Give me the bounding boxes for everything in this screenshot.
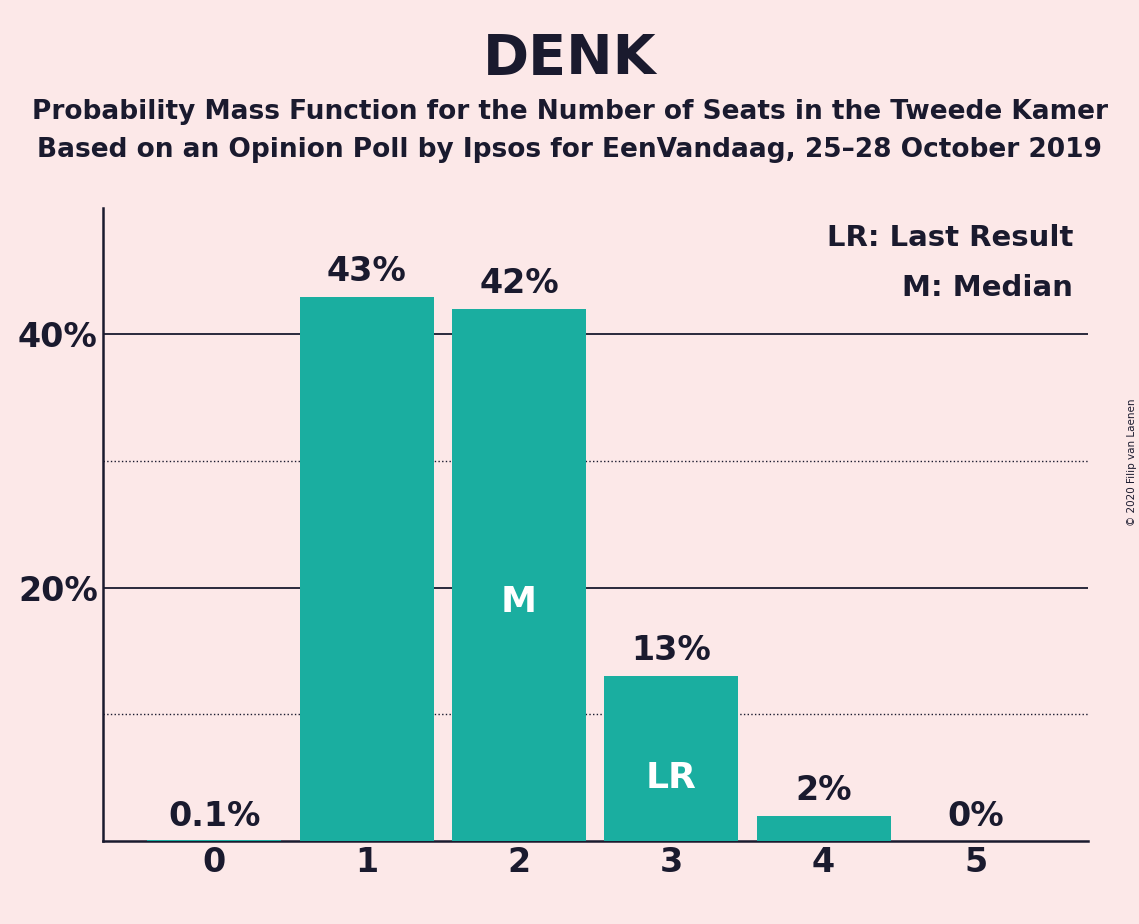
Bar	[452, 310, 585, 841]
Bar	[605, 676, 738, 841]
Text: Probability Mass Function for the Number of Seats in the Tweede Kamer: Probability Mass Function for the Number…	[32, 99, 1107, 125]
Text: DENK: DENK	[483, 32, 656, 86]
Text: 0%: 0%	[948, 800, 1005, 833]
Text: 0.1%: 0.1%	[169, 800, 261, 833]
Text: 2%: 2%	[795, 773, 852, 807]
Bar	[756, 816, 891, 841]
Text: M: M	[501, 585, 536, 618]
Bar	[300, 297, 434, 841]
Text: © 2020 Filip van Laenen: © 2020 Filip van Laenen	[1126, 398, 1137, 526]
Text: 13%: 13%	[631, 635, 711, 667]
Text: Based on an Opinion Poll by Ipsos for EenVandaag, 25–28 October 2019: Based on an Opinion Poll by Ipsos for Ee…	[36, 137, 1103, 163]
Bar	[147, 840, 281, 841]
Text: LR: Last Result: LR: Last Result	[827, 224, 1073, 251]
Text: LR: LR	[646, 761, 697, 796]
Text: 42%: 42%	[480, 267, 559, 300]
Text: M: Median: M: Median	[902, 274, 1073, 302]
Text: 43%: 43%	[327, 255, 407, 287]
